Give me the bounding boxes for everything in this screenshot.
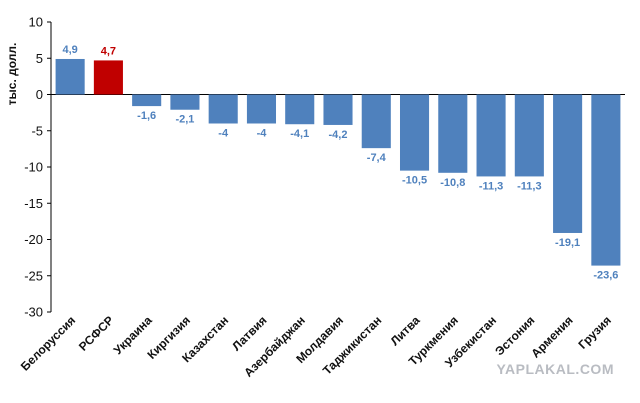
y-tick-label: -10 <box>24 160 43 175</box>
y-tick-label: 5 <box>36 51 43 66</box>
bar-2 <box>93 60 123 95</box>
data-label-3: -1,6 <box>137 110 156 122</box>
y-tick-label: 0 <box>36 87 43 102</box>
data-label-4: -2,1 <box>175 114 194 126</box>
category-label-10: Литва <box>388 313 423 348</box>
bar-14 <box>553 94 583 233</box>
bar-11 <box>438 94 468 173</box>
data-label-6: -4 <box>257 128 268 140</box>
y-tick-label: 10 <box>29 15 43 30</box>
bar-10 <box>399 94 430 171</box>
data-label-2: 4,7 <box>101 45 116 57</box>
y-axis-label: тыс. долл. <box>5 43 19 106</box>
bar-9 <box>361 94 391 149</box>
bars-layer <box>55 58 621 266</box>
data-label-13: -11,3 <box>517 180 541 192</box>
watermark: YAPLAKAL.COM <box>496 361 614 377</box>
data-label-14: -19,1 <box>555 237 580 249</box>
data-label-15: -23,6 <box>593 270 618 282</box>
bar-4 <box>170 94 200 110</box>
y-tick-label: -20 <box>24 232 43 247</box>
data-label-9: -7,4 <box>367 152 387 164</box>
bar-6 <box>246 94 277 124</box>
bar-7 <box>285 94 315 125</box>
y-tick-label: -25 <box>24 268 43 283</box>
bar-5 <box>208 94 238 124</box>
data-label-1: 4,9 <box>62 44 77 56</box>
data-label-10: -10,5 <box>402 175 427 187</box>
category-label-1: Белоруссия <box>18 313 78 373</box>
bar-3 <box>132 94 162 107</box>
data-label-8: -4,2 <box>329 129 348 141</box>
y-tick-label: -5 <box>31 123 43 138</box>
bar-12 <box>476 94 506 177</box>
y-tick-label: -30 <box>24 305 43 320</box>
bar-1 <box>55 58 85 95</box>
bar-15 <box>591 94 621 266</box>
data-label-12: -11,3 <box>479 180 503 192</box>
data-label-7: -4,1 <box>290 128 309 140</box>
data-label-11: -10,8 <box>440 177 465 189</box>
category-label-15: Грузия <box>576 313 614 351</box>
y-tick-label: -15 <box>24 196 43 211</box>
data-label-5: -4 <box>218 128 229 140</box>
bar-13 <box>514 94 544 177</box>
category-label-14: Армения <box>528 313 575 360</box>
bar-8 <box>323 94 353 125</box>
